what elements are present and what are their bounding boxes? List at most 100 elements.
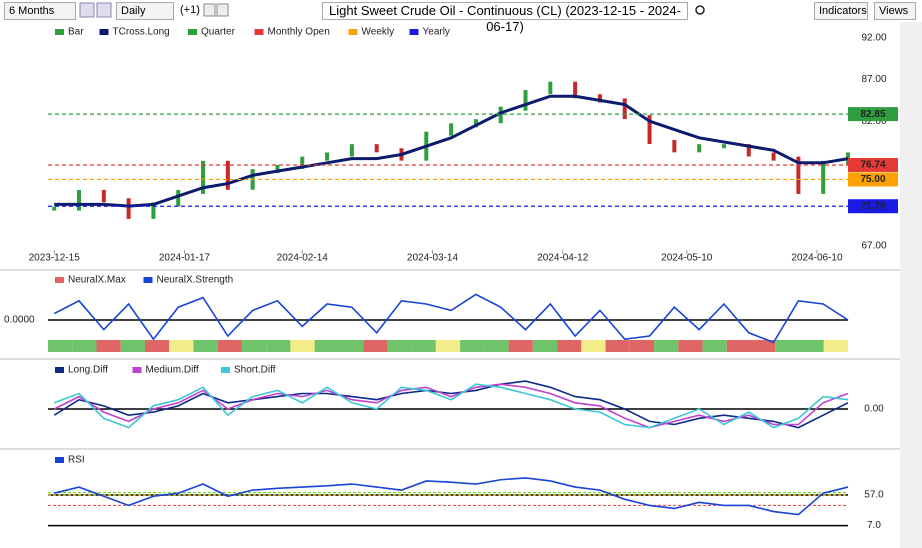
search-icon[interactable]	[695, 5, 705, 15]
state-cell	[290, 340, 315, 352]
x-tick-label: 2024-05-10	[661, 253, 713, 264]
x-tick-label: 2024-01-17	[159, 253, 211, 264]
price-bar	[325, 152, 330, 161]
level-label: 82.85	[860, 109, 885, 120]
x-tick-label: 2024-03-14	[407, 253, 459, 264]
price-bar	[374, 144, 379, 153]
price-bar	[473, 119, 478, 128]
series-line	[53, 383, 849, 429]
state-cell	[557, 340, 582, 352]
legend-label: NeuralX.Strength	[157, 275, 234, 286]
price-bar	[746, 144, 751, 157]
y-tick-label: 92.00	[861, 33, 886, 44]
legend-swatch	[99, 29, 109, 35]
y-tick-label: 77.00	[861, 157, 886, 168]
legend-label: Bar	[68, 27, 84, 38]
price-bar	[250, 169, 255, 190]
legend-swatch	[55, 29, 64, 35]
level-tag	[848, 172, 898, 187]
minus-button[interactable]	[216, 3, 229, 17]
level-label: 76.74	[860, 160, 885, 171]
legend-label: Quarter	[201, 27, 236, 38]
state-cell	[460, 340, 485, 352]
plus-button[interactable]	[203, 3, 216, 17]
remove-button[interactable]	[96, 2, 112, 18]
state-cell	[48, 340, 73, 352]
price-bar	[151, 202, 156, 219]
legend-swatch	[55, 277, 64, 283]
interval-select[interactable]: Daily	[116, 2, 174, 20]
state-cell	[508, 340, 533, 352]
price-bar	[300, 156, 305, 169]
legend-swatch	[409, 29, 419, 35]
state-cell	[169, 340, 194, 352]
tool-column	[900, 22, 922, 548]
legend-swatch	[221, 367, 230, 373]
price-bar	[846, 152, 850, 165]
chart-title: Light Sweet Crude Oil - Continuous (CL) …	[322, 2, 688, 34]
level-label: 75.00	[860, 174, 885, 185]
level-tag	[848, 199, 898, 214]
level-tag	[848, 157, 898, 172]
state-cell	[726, 340, 752, 352]
legend-label: Yearly	[423, 27, 450, 38]
price-bar	[771, 152, 776, 161]
price-bar	[523, 90, 528, 111]
state-cell	[120, 340, 145, 352]
price-bar	[225, 160, 230, 190]
state-cell	[338, 340, 364, 352]
state-cell	[751, 340, 776, 352]
price-bar	[201, 160, 206, 194]
x-tick-label: 2024-02-14	[277, 253, 329, 264]
legend-label: Monthly Open	[268, 27, 330, 38]
price-bar	[573, 81, 578, 99]
price-bar	[697, 144, 702, 153]
add-button[interactable]	[79, 2, 95, 18]
y-tick-label: 0.00	[864, 404, 884, 415]
series-line	[53, 380, 849, 429]
state-cell	[654, 340, 679, 352]
level-tag	[848, 107, 898, 122]
price-bar	[424, 131, 429, 161]
y-tick-label: 67.00	[861, 241, 886, 252]
price-bar	[796, 156, 801, 194]
legend-label: Medium.Diff	[146, 365, 199, 376]
state-cell	[96, 340, 121, 352]
price-bar	[101, 189, 106, 203]
y-tick-label: 57.0	[864, 490, 884, 501]
legend-swatch	[132, 367, 142, 373]
indicators-button[interactable]: Indicators	[814, 2, 868, 20]
series-line	[53, 293, 849, 344]
price-bar	[548, 81, 553, 95]
state-cell	[823, 340, 848, 352]
state-cell	[605, 340, 630, 352]
state-cell	[241, 340, 267, 352]
price-bar	[126, 198, 131, 219]
state-cell	[629, 340, 655, 352]
views-button[interactable]: Views	[874, 2, 916, 20]
price-bar	[176, 189, 181, 207]
state-cell	[387, 340, 412, 352]
price-bar	[77, 189, 82, 211]
price-bar	[52, 206, 57, 211]
series-line	[54, 477, 849, 516]
y-tick-label: 7.0	[867, 520, 881, 531]
price-bar	[647, 115, 652, 144]
price-bar	[498, 106, 503, 124]
level-label: 71.78	[860, 201, 885, 212]
x-tick-label: 2024-04-12	[537, 253, 589, 264]
price-bar	[349, 144, 354, 157]
y-tick-label: 87.00	[861, 74, 886, 85]
legend-label: Short.Diff	[234, 365, 276, 376]
period-select[interactable]: 6 Months	[4, 2, 76, 20]
state-cell	[411, 340, 436, 352]
y-tick-label: 72.00	[861, 199, 886, 210]
legend-swatch	[188, 29, 197, 35]
state-cell	[702, 340, 727, 352]
price-bar	[449, 123, 454, 136]
state-cell	[532, 340, 558, 352]
series-line	[54, 94, 849, 208]
state-cell	[266, 340, 291, 352]
